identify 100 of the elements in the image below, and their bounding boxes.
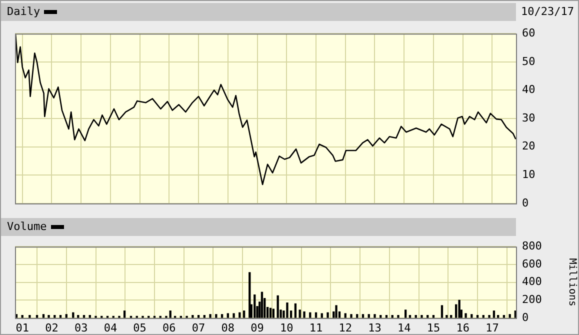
bar	[215, 314, 218, 318]
bar	[356, 314, 358, 318]
bar	[514, 310, 516, 318]
bar	[242, 310, 246, 318]
bar	[314, 312, 318, 318]
bar	[238, 312, 241, 318]
bar	[502, 314, 506, 318]
bar	[446, 314, 448, 318]
bar	[455, 304, 458, 318]
bar	[88, 314, 91, 318]
bar	[220, 314, 224, 318]
bar	[492, 310, 496, 318]
legend-label: Volume	[7, 219, 47, 235]
bar	[21, 314, 24, 318]
bar	[42, 314, 45, 318]
y-tick-label: 40	[522, 83, 536, 96]
x-tick-label: 02	[45, 321, 58, 334]
x-tick-label: 06	[162, 321, 176, 334]
x-tick-label: 07	[192, 321, 206, 334]
bar	[488, 314, 490, 318]
bar	[404, 310, 407, 318]
bar	[432, 314, 435, 318]
bar	[450, 314, 452, 318]
x-tick-label: 01	[16, 321, 29, 334]
bar	[36, 314, 38, 318]
bar	[380, 314, 382, 318]
bar	[192, 314, 194, 318]
x-tick-label: 13	[368, 321, 382, 334]
bar	[298, 310, 301, 318]
bar	[248, 272, 251, 318]
bar	[260, 292, 264, 318]
bar	[276, 295, 279, 318]
x-tick-label: 09	[250, 321, 264, 334]
bar	[254, 294, 256, 318]
bar	[59, 314, 62, 318]
bar	[414, 314, 417, 318]
bar	[362, 314, 364, 318]
bar	[374, 314, 376, 318]
bar	[320, 313, 323, 318]
bar	[350, 314, 352, 318]
x-tick-label: 05	[133, 321, 146, 334]
bar	[368, 314, 370, 318]
bar	[497, 314, 500, 318]
y-tick-label: 50	[522, 54, 536, 68]
bar	[269, 308, 272, 318]
legend-label: Daily	[7, 4, 40, 20]
bar	[440, 305, 444, 318]
x-tick-label: 11	[309, 321, 323, 334]
y-tick-label: 800	[522, 239, 542, 252]
bar	[203, 314, 206, 318]
y-tick-label: 400	[522, 275, 542, 288]
y-tick-label: 0	[522, 310, 529, 324]
y-tick-label: 30	[522, 111, 536, 124]
bar	[123, 310, 126, 318]
bar	[209, 314, 212, 318]
bar	[482, 314, 484, 318]
bar	[408, 314, 412, 318]
bar	[309, 312, 312, 318]
bar	[82, 314, 86, 318]
bar	[335, 305, 338, 318]
x-tick-label: 03	[74, 321, 88, 334]
bar	[344, 313, 346, 318]
x-tick-label: 10	[280, 321, 294, 334]
bar	[226, 313, 229, 318]
bar	[65, 314, 68, 318]
bar	[508, 314, 511, 318]
text: 10/23/17	[521, 4, 574, 20]
bar	[303, 311, 306, 318]
x-tick-label: 08	[221, 321, 235, 334]
y-tick-label: 600	[522, 257, 542, 270]
bar	[54, 314, 56, 318]
x-tick-label: 17	[486, 321, 499, 334]
x-tick-label: 14	[397, 321, 412, 334]
x-tick-label: 16	[456, 321, 470, 334]
bar	[272, 308, 275, 318]
bar	[385, 314, 388, 318]
bar	[286, 302, 288, 318]
y-tick-label: 200	[522, 293, 542, 306]
x-tick-label: 12	[338, 321, 352, 334]
bar	[470, 314, 473, 318]
bar	[294, 303, 297, 318]
y-tick-label: 10	[522, 168, 536, 181]
y-tick-label: 20	[522, 140, 536, 153]
bar	[72, 312, 74, 318]
bar	[397, 314, 400, 318]
x-tick-label: 04	[104, 321, 118, 334]
bar	[458, 300, 460, 318]
y-tick-label: 0	[522, 196, 529, 210]
bar	[426, 314, 429, 318]
bar	[169, 310, 172, 318]
bar	[197, 314, 200, 318]
bar	[28, 314, 31, 318]
bar	[77, 314, 80, 318]
bar	[232, 313, 235, 318]
x-tick-label: 15	[426, 321, 440, 334]
bar	[420, 314, 423, 318]
y-tick-label: 60	[522, 26, 536, 40]
bar	[464, 313, 467, 318]
bar	[391, 314, 394, 318]
y-axis-title: Millions	[566, 258, 578, 306]
